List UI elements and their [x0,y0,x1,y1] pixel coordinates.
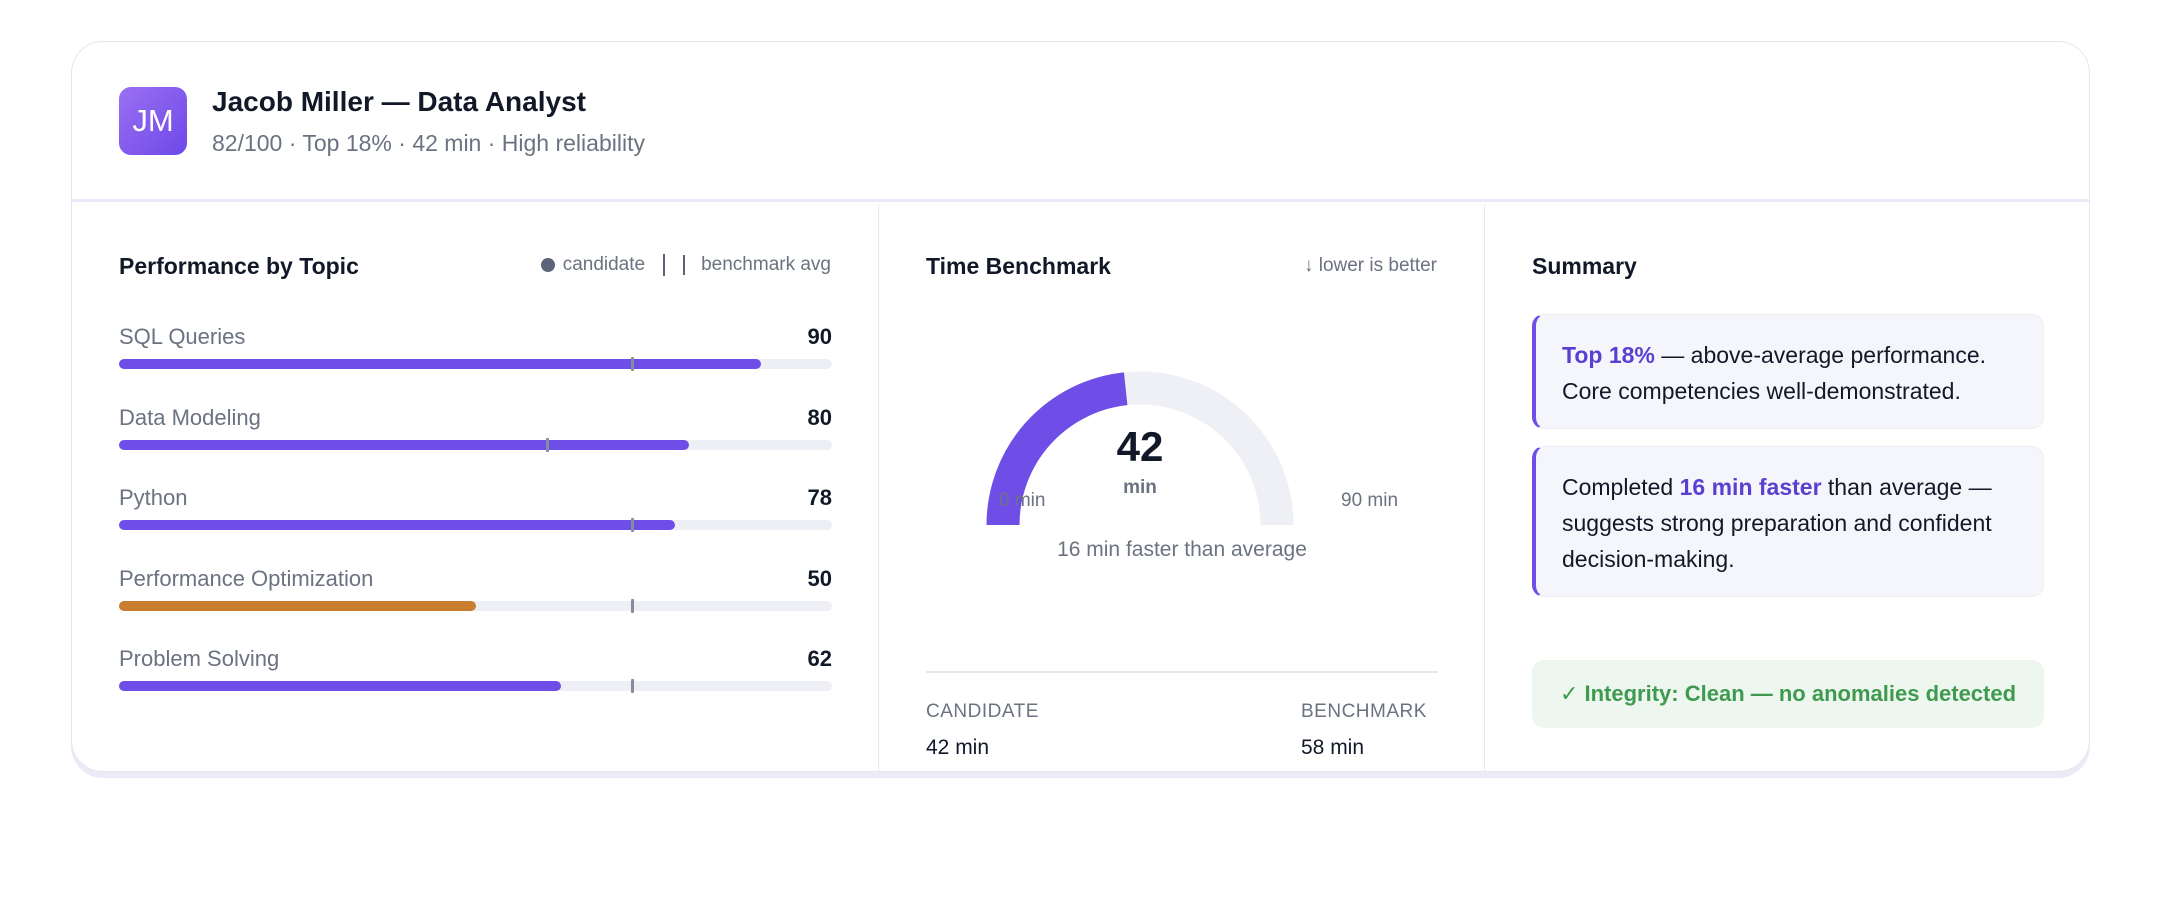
gauge-value: 42 [1116,423,1164,470]
time-summary-highlight: 16 min faster [1679,474,1822,500]
benchmark-time-label: BENCHMARK [1301,701,1427,722]
gauge-fill [986,372,1128,526]
time-divider [926,671,1438,673]
legend-benchmark-label: benchmark avg [701,254,831,275]
topic-bar-fill [119,439,690,450]
benchmark-mark-icon [683,255,686,275]
benchmark-time-value: 58 min [1301,736,1365,759]
benchmark-marker [631,679,635,693]
candidate-report-card: JM Jacob Miller — Data Analyst 82/100 · … [71,41,2090,772]
topic-label: SQL Queries [119,324,246,349]
time-gauge: 42 min [980,324,1300,564]
benchmark-marker [631,357,635,371]
topic-bar-fill [119,359,761,369]
gauge-min-label: 0 min [999,490,1046,511]
time-section: Time Benchmark ↓ lower is better 42 min … [879,205,1485,771]
topic-score: 80 [807,404,832,430]
time-caption: 16 min faster than average [1057,538,1307,561]
performance-section: Performance by Topic candidate benchmark… [72,205,879,771]
summary-title: Summary [1532,253,1637,279]
candidate-time-value: 42 min [926,736,990,759]
topic-bar-track [119,598,832,613]
time-summary-prefix: Completed [1562,474,1680,500]
summary-box-rank: Top 18% — above-average performance. Cor… [1532,314,2044,429]
topic-bar-fill [119,681,562,691]
topic-bar-fill [119,520,676,530]
gauge-unit: min [1123,477,1157,498]
topic-bar-track [119,437,832,452]
topic-label: Performance Optimization [119,565,374,591]
time-summary-text: than average — suggests strong preparati… [1562,474,1992,572]
topic-bar-track [119,518,832,532]
benchmark-marker [631,518,635,532]
lower-is-better-hint: ↓ lower is better [1303,255,1437,276]
integrity-badge: ✓ Integrity: Clean — no anomalies detect… [1532,660,2044,728]
card-header: JM Jacob Miller — Data Analyst 82/100 · … [72,42,2089,202]
candidate-title: Jacob Miller — Data Analyst [212,86,586,117]
topic-label: Problem Solving [119,646,280,671]
rank-highlight: Top 18% [1562,342,1655,368]
gauge-max-label: 90 min [1341,490,1399,511]
time-title: Time Benchmark [926,253,1111,279]
topic-bar-track [119,679,832,693]
topic-bar-track [119,357,832,371]
gauge-svg [986,371,1294,526]
summary-section: Summary Top 18% — above-average performa… [1485,205,2089,771]
summary-box-time: Completed 16 min faster than average — s… [1532,446,2044,597]
topic-bar-fill [119,600,476,611]
rank-text: — above-average performance. Core compet… [1562,342,1986,404]
candidate-subtitle: 82/100 · Top 18% · 42 min · High reliabi… [212,130,645,156]
benchmark-marker [545,437,549,452]
topic-score: 78 [807,485,832,510]
candidate-dot-icon [540,258,555,272]
topic-score: 50 [807,565,832,591]
topic-label: Python [119,485,188,510]
performance-legend: candidate benchmark avg [540,254,831,276]
avatar: JM [119,87,187,155]
candidate-time-label: CANDIDATE [926,701,1039,722]
performance-title: Performance by Topic [119,253,359,279]
legend-divider [663,254,666,276]
legend-candidate-label: candidate [562,254,646,275]
topic-score: 62 [807,646,832,671]
topic-score: 90 [807,324,832,349]
benchmark-marker [631,598,635,613]
topic-label: Data Modeling [119,404,261,430]
